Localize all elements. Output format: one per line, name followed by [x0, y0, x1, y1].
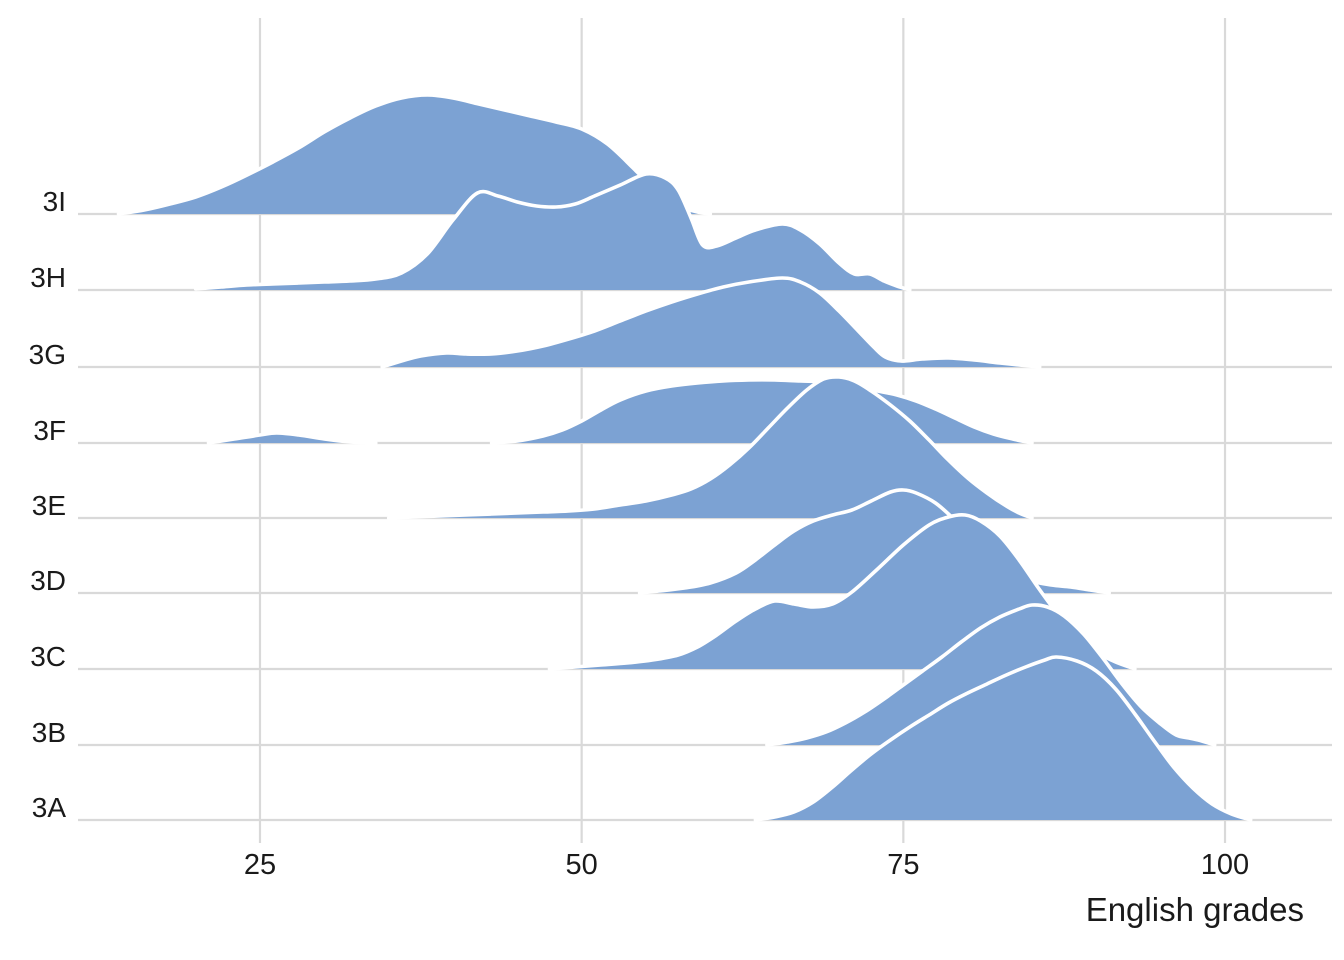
ridge-outline-3I [116, 93, 713, 216]
class-label-3C: 3C [30, 641, 66, 672]
class-label-3E: 3E [32, 490, 66, 521]
ridge-fill-3A [755, 656, 1251, 820]
ridge-outline-3F-2 [489, 378, 1034, 445]
density-ridges [116, 93, 1253, 822]
class-label-3B: 3B [32, 717, 66, 748]
ridge-outline-3A [753, 655, 1253, 822]
ridge-outline-3C [547, 512, 1137, 671]
ridge-3I [116, 93, 713, 216]
ridge-outline-3G [380, 276, 1042, 369]
ridge-outline-3H [193, 171, 912, 292]
ridge-3E [386, 375, 1034, 520]
x-axis-title: English grades [1086, 891, 1304, 928]
ridge-outline-3E [386, 375, 1034, 520]
ridge-fill-3E [388, 376, 1032, 518]
ridge-outline-3F-1 [206, 431, 378, 445]
ridge-fill-3H [195, 173, 910, 290]
class-label-3F: 3F [33, 415, 66, 446]
ridge-3H [193, 171, 912, 292]
ridge-3A [753, 655, 1253, 822]
class-label-3I: 3I [43, 186, 66, 217]
ridge-fill-3G [382, 278, 1040, 367]
x-tick-label-75: 75 [887, 849, 919, 881]
ridge-outline-3B [765, 603, 1217, 747]
ridge-3G [380, 276, 1042, 369]
x-tick-label-25: 25 [244, 849, 276, 881]
x-tick-label-100: 100 [1201, 849, 1249, 881]
class-label-3G: 3G [29, 339, 66, 370]
class-label-3H: 3H [30, 262, 66, 293]
class-labels: 3I 3H 3G 3F 3E 3D 3C 3B 3A [29, 186, 67, 823]
x-tick-label-50: 50 [566, 849, 598, 881]
class-label-3A: 3A [32, 792, 67, 823]
class-label-3D: 3D [30, 565, 66, 596]
x-tick-labels: 25 50 75 100 [244, 849, 1249, 881]
